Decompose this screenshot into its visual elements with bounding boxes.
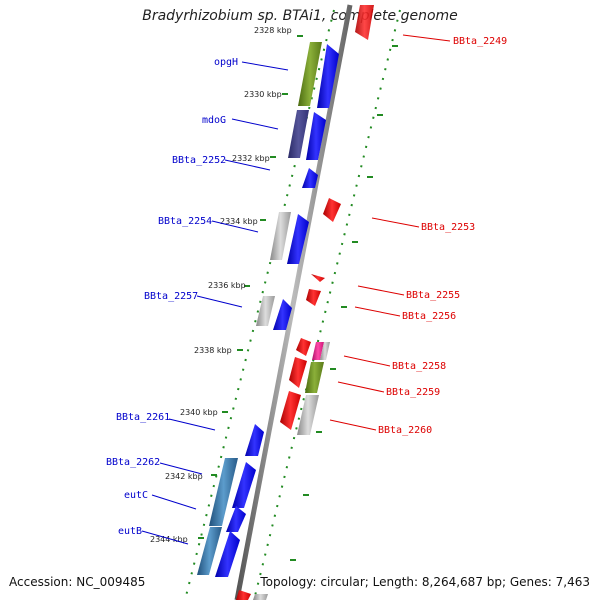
- gene-BBta_2252-arrow[interactable]: [302, 168, 318, 188]
- tick-dashes-right: [290, 45, 398, 561]
- gene-arrow[interactable]: [273, 299, 292, 330]
- left-gene-labels: opgH mdoG BBta_2252 BBta_2254 BBta_2257 …: [106, 57, 238, 537]
- topology-text: Topology: circular; Length: 8,264,687 bp…: [260, 575, 590, 589]
- gene-arrow[interactable]: [317, 44, 339, 108]
- gene-BBta_2255-arrow[interactable]: [311, 274, 325, 282]
- gene-label-BBta_2258[interactable]: BBta_2258: [392, 361, 446, 372]
- gene-eutC-arrow[interactable]: [226, 506, 246, 532]
- gene-arrow[interactable]: [215, 531, 240, 577]
- accession-text: Accession: NC_009485: [9, 575, 146, 589]
- gene-label-BBta_2252[interactable]: BBta_2252: [172, 155, 226, 166]
- gene-feature[interactable]: [297, 395, 319, 435]
- ruler-line-right: [253, 9, 401, 600]
- gene-label-BBta_2260[interactable]: BBta_2260: [378, 425, 432, 436]
- gene-BBta_2257-feature[interactable]: [256, 296, 275, 326]
- map-title: Bradyrhizobium sp. BTAi1, complete genom…: [142, 8, 458, 24]
- gene-eutB-feature[interactable]: [197, 527, 222, 575]
- gene-BBta_2258-arrow[interactable]: [296, 338, 311, 356]
- gene-feature[interactable]: [320, 342, 330, 360]
- gene-feature[interactable]: [253, 594, 268, 600]
- gene-label-BBta_2259[interactable]: BBta_2259: [386, 387, 440, 398]
- gene-label-opgH[interactable]: opgH: [214, 57, 238, 68]
- right-gene-labels: BBta_2249 BBta_2253 BBta_2255 BBta_2256 …: [378, 36, 507, 436]
- gene-label-BBta_2249[interactable]: BBta_2249: [453, 36, 507, 47]
- tick-label: 2338 kbp: [194, 346, 232, 355]
- gene-label-BBta_2257[interactable]: BBta_2257: [144, 291, 198, 302]
- gene-arrow[interactable]: [306, 112, 326, 160]
- gene-BBta_2256-arrow[interactable]: [306, 289, 321, 306]
- gene-BBta_2262-feature[interactable]: [209, 458, 238, 526]
- gene-arrow[interactable]: [236, 590, 251, 600]
- left-leader-lines: [141, 61, 289, 545]
- gene-BBta_2261-arrow[interactable]: [245, 424, 264, 456]
- forward-strand-genes: [197, 42, 339, 577]
- tick-label: 2340 kbp: [180, 408, 218, 417]
- gene-arrow[interactable]: [287, 214, 309, 264]
- gene-BBta_2254-feature[interactable]: [270, 212, 291, 260]
- gene-label-BBta_2256[interactable]: BBta_2256: [402, 311, 456, 322]
- right-leader-lines: [329, 34, 451, 431]
- tick-label: 2332 kbp: [232, 154, 270, 163]
- gene-label-BBta_2262[interactable]: BBta_2262: [106, 457, 160, 468]
- ruler-line-left: [184, 9, 335, 600]
- tick-label: 2336 kbp: [208, 281, 246, 290]
- gene-label-mdoG[interactable]: mdoG: [202, 115, 226, 126]
- tick-labels: 2328 kbp 2330 kbp 2332 kbp 2334 kbp 2336…: [150, 26, 292, 544]
- gene-BBta_2253-arrow[interactable]: [323, 198, 341, 222]
- gene-arrow[interactable]: [232, 462, 256, 508]
- gene-opgH-feature[interactable]: [298, 42, 322, 106]
- tick-label: 2344 kbp: [150, 535, 188, 544]
- tick-label: 2342 kbp: [165, 472, 203, 481]
- gene-label-BBta_2254[interactable]: BBta_2254: [158, 216, 212, 227]
- reverse-strand-genes: [236, 5, 374, 600]
- gene-BBta_2260-arrow[interactable]: [280, 391, 301, 430]
- gene-BBta_2249-arrow[interactable]: [355, 5, 374, 40]
- tick-label: 2334 kbp: [220, 217, 258, 226]
- gene-BBta_2259-arrow[interactable]: [289, 357, 307, 388]
- tick-dashes-left: [198, 35, 303, 539]
- tick-label: 2328 kbp: [254, 26, 292, 35]
- gene-label-BBta_2261[interactable]: BBta_2261: [116, 412, 170, 423]
- gene-label-eutB[interactable]: eutB: [118, 526, 142, 537]
- gene-label-BBta_2253[interactable]: BBta_2253: [421, 222, 475, 233]
- genome-backbone: [234, 4, 353, 600]
- gene-feature[interactable]: [305, 362, 324, 393]
- tick-label: 2330 kbp: [244, 90, 282, 99]
- gene-mdoG-feature[interactable]: [288, 110, 309, 158]
- gene-label-eutC[interactable]: eutC: [124, 490, 148, 501]
- gene-label-BBta_2255[interactable]: BBta_2255: [406, 290, 460, 301]
